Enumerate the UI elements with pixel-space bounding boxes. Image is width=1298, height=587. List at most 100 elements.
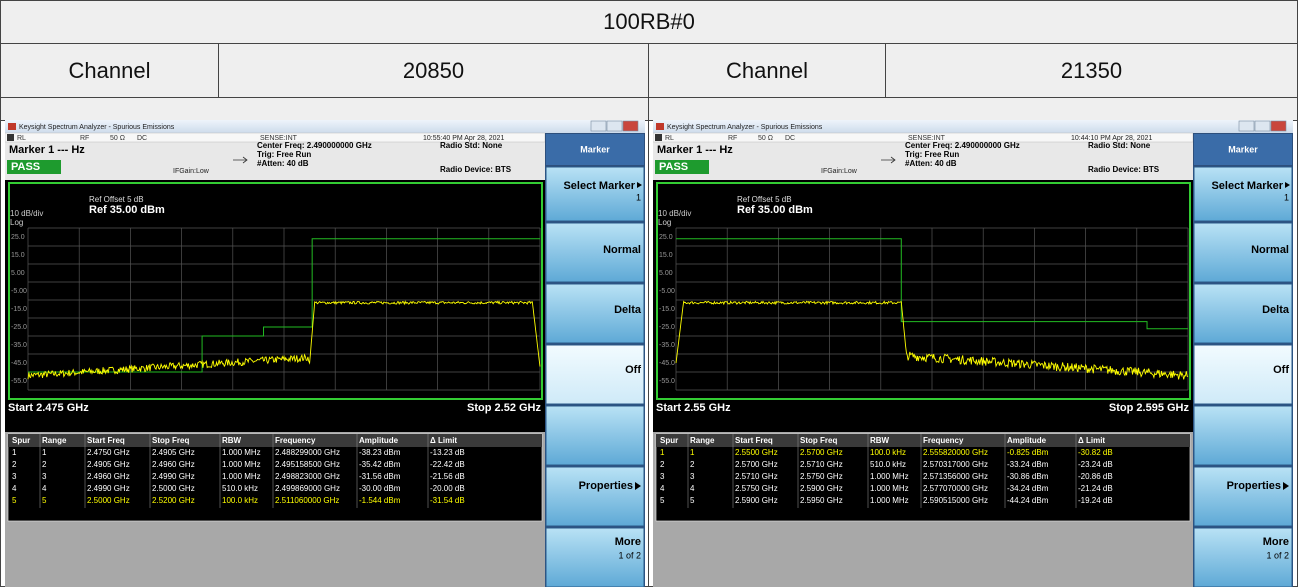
channel-value: 20850 [402, 57, 465, 83]
softkey-label: Normal [1251, 244, 1289, 256]
softkey-page: 1 of 2 [1266, 550, 1289, 560]
table-cell: 2.495158500 GHz [275, 460, 340, 469]
radio-device: Radio Device: BTS [1088, 165, 1160, 174]
radio-std: Radio Std: None [1088, 141, 1151, 150]
window-button[interactable] [1238, 120, 1255, 132]
table-cell: 1.000 MHz [870, 484, 909, 493]
window-title: Keysight Spectrum Analyzer - Spurious Em… [667, 124, 823, 131]
table-cell: -23.24 dB [1078, 460, 1113, 469]
softkey[interactable] [545, 283, 645, 344]
table-cell: -35.42 dBm [359, 460, 401, 469]
softkey[interactable] [545, 344, 645, 405]
status-coupling: DC [785, 135, 795, 142]
table-cell: 2.5710 GHz [735, 472, 778, 481]
softkey[interactable] [1193, 283, 1293, 344]
softkey-title-bg [546, 134, 644, 165]
window-button[interactable] [1270, 120, 1287, 132]
table-cell: -31.56 dBm [359, 472, 401, 481]
softkey[interactable] [1193, 405, 1293, 466]
table-cell: 2.4905 GHz [87, 460, 130, 469]
softkey[interactable] [545, 222, 645, 283]
table-cell: 4 [12, 484, 17, 493]
table-cell: 3 [660, 472, 665, 481]
column-header: Start Freq [735, 436, 773, 445]
column-header: Range [690, 436, 715, 445]
channel-label: Channel [68, 57, 151, 83]
status-impedance: 50 Ω [758, 135, 773, 142]
table-cell: -21.56 dB [430, 472, 465, 481]
status-timestamp: 10:55:40 PM Apr 28, 2021 [423, 135, 504, 142]
trig-arrow [233, 156, 248, 164]
limit-line [676, 238, 1188, 330]
table-cell: 1 [12, 448, 17, 457]
window-button[interactable] [606, 120, 623, 132]
window-button[interactable] [1254, 120, 1271, 132]
pass-box [7, 160, 61, 174]
softkey[interactable] [1193, 222, 1293, 283]
column-header: Amplitude [359, 436, 399, 445]
softkey[interactable] [545, 405, 645, 466]
window-button[interactable] [622, 120, 639, 132]
channel-value-cell: 21350 [885, 43, 1298, 98]
analyzer-screen: Keysight Spectrum Analyzer - Spurious Em… [5, 120, 645, 587]
limit-line [28, 238, 540, 373]
scale-type: Log [658, 218, 671, 227]
table-cell: 2.555820000 GHz [923, 448, 988, 457]
table-cell: 5 [42, 496, 47, 505]
table-cell: 4 [42, 484, 47, 493]
app-icon [656, 123, 664, 130]
status-rl: RL [665, 135, 674, 142]
table-cell: 2.5000 GHz [87, 496, 130, 505]
table-cell: -44.24 dBm [1007, 496, 1049, 505]
table-cell: 2.5900 GHz [735, 496, 778, 505]
table-cell: 3 [12, 472, 17, 481]
status-rf: RF [80, 135, 89, 142]
marker-readout: Marker 1 --- Hz [657, 144, 733, 156]
y-label: -35.0 [11, 342, 27, 349]
column-header: Spur [12, 436, 30, 445]
table-cell: -20.00 dB [430, 484, 465, 493]
softkey[interactable] [1193, 344, 1293, 405]
scale-type: Log [10, 218, 23, 227]
graph-border [656, 182, 1191, 400]
start-freq: Start 2.475 GHz [8, 402, 89, 414]
trig: Trig: Free Run [257, 150, 311, 159]
table-cell: 2.5710 GHz [800, 460, 843, 469]
blank-cell [0, 97, 649, 121]
y-label: 15.0 [11, 252, 25, 259]
table-cell: 2.4960 GHz [152, 460, 195, 469]
window-button[interactable] [590, 120, 607, 132]
table-cell: 2.5950 GHz [800, 496, 843, 505]
table-cell: 2.4990 GHz [152, 472, 195, 481]
table-cell: 2.499869000 GHz [275, 484, 340, 493]
column-header: Spur [660, 436, 678, 445]
softkey[interactable] [545, 527, 645, 587]
softkey-arrow [637, 182, 642, 188]
softkey-value: 1 [1284, 192, 1289, 202]
table-cell: 2 [42, 460, 47, 469]
radio-std: Radio Std: None [440, 141, 503, 150]
table-cell: 1.000 MHz [222, 472, 261, 481]
table-cell: 2.5500 GHz [735, 448, 778, 457]
column-header: RBW [222, 436, 242, 445]
softkey-page: 1 of 2 [618, 550, 641, 560]
table-cell: 2.570317000 GHz [923, 460, 988, 469]
channel-label-cell: Channel [0, 43, 219, 98]
softkey[interactable] [545, 466, 645, 527]
ref-offset: Ref Offset 5 dB [737, 195, 792, 204]
softkey[interactable] [1193, 166, 1293, 222]
column-header: Frequency [275, 436, 316, 445]
softkey[interactable] [1193, 527, 1293, 587]
y-label: 25.0 [659, 234, 673, 241]
table-cell: 1 [42, 448, 47, 457]
graph-background [5, 180, 545, 432]
y-label: -45.0 [11, 360, 27, 367]
channel-label: Channel [726, 57, 808, 83]
table-cell: 510.0 kHz [222, 484, 258, 493]
table-cell: 1.000 MHz [870, 472, 909, 481]
channel-label-cell: Channel [648, 43, 886, 98]
header-title: 100RB#0 [603, 9, 695, 34]
table-cell: 2.4960 GHz [87, 472, 130, 481]
softkey[interactable] [545, 166, 645, 222]
softkey[interactable] [1193, 466, 1293, 527]
